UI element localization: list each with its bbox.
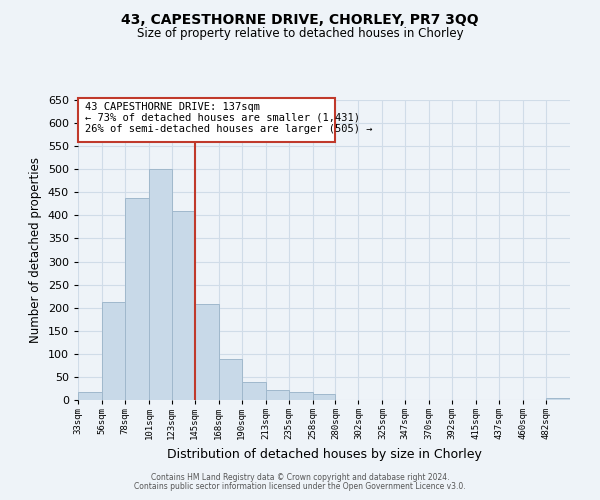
Bar	[102, 302, 125, 400]
Text: ← 73% of detached houses are smaller (1,431): ← 73% of detached houses are smaller (1,…	[85, 112, 360, 122]
Bar	[125, 198, 149, 400]
Text: Contains HM Land Registry data © Crown copyright and database right 2024.: Contains HM Land Registry data © Crown c…	[151, 474, 449, 482]
Text: Contains public sector information licensed under the Open Government Licence v3: Contains public sector information licen…	[134, 482, 466, 491]
Y-axis label: Number of detached properties: Number of detached properties	[29, 157, 42, 343]
Text: Size of property relative to detached houses in Chorley: Size of property relative to detached ho…	[137, 28, 463, 40]
Bar	[78, 392, 102, 400]
Text: 26% of semi-detached houses are larger (505) →: 26% of semi-detached houses are larger (…	[85, 124, 373, 134]
Bar	[546, 398, 570, 400]
Bar	[149, 169, 172, 400]
Text: 43, CAPESTHORNE DRIVE, CHORLEY, PR7 3QQ: 43, CAPESTHORNE DRIVE, CHORLEY, PR7 3QQ	[121, 12, 479, 26]
Bar	[242, 382, 266, 400]
Bar	[172, 211, 195, 400]
Bar	[219, 360, 242, 400]
X-axis label: Distribution of detached houses by size in Chorley: Distribution of detached houses by size …	[167, 448, 481, 460]
Bar	[266, 390, 289, 400]
Bar	[195, 304, 219, 400]
Bar	[313, 394, 335, 400]
Text: 43 CAPESTHORNE DRIVE: 137sqm: 43 CAPESTHORNE DRIVE: 137sqm	[85, 102, 260, 112]
Bar	[289, 392, 313, 400]
